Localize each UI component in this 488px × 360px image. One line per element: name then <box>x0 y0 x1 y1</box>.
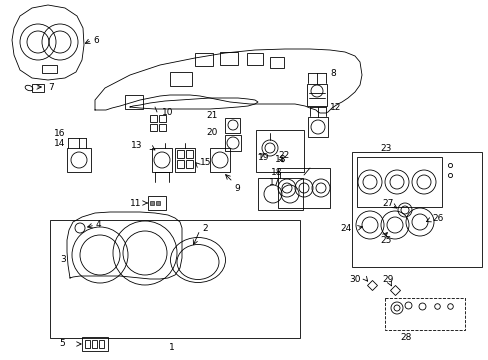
Bar <box>278 168 329 208</box>
Bar <box>85 340 90 348</box>
Bar <box>82 337 108 351</box>
Text: 22: 22 <box>278 150 289 159</box>
Text: 4: 4 <box>96 220 102 229</box>
Bar <box>125 95 142 109</box>
Text: 23: 23 <box>379 144 390 153</box>
Text: 11: 11 <box>130 198 141 207</box>
Text: 3: 3 <box>60 256 66 265</box>
Bar <box>92 340 97 348</box>
Bar <box>150 124 157 131</box>
Text: 24: 24 <box>340 224 351 233</box>
Text: 18: 18 <box>274 155 286 164</box>
Bar <box>159 115 165 122</box>
Bar <box>246 53 263 65</box>
Text: 6: 6 <box>93 36 99 45</box>
Text: 13: 13 <box>130 140 142 149</box>
Text: 10: 10 <box>162 108 173 117</box>
Text: 29: 29 <box>382 275 393 284</box>
Text: 2: 2 <box>202 224 207 233</box>
Text: 28: 28 <box>399 333 410 342</box>
Text: 15: 15 <box>200 158 211 166</box>
Text: 25: 25 <box>379 235 390 244</box>
Text: 8: 8 <box>329 68 335 77</box>
Bar <box>306 84 326 106</box>
Bar <box>356 157 441 207</box>
Text: 1: 1 <box>169 343 175 352</box>
Text: 18: 18 <box>270 167 282 176</box>
Bar <box>32 84 44 92</box>
Bar <box>220 52 238 65</box>
Bar <box>256 130 304 172</box>
Text: 26: 26 <box>431 213 443 222</box>
Bar <box>384 298 464 330</box>
Bar <box>307 117 327 137</box>
Bar <box>67 148 91 172</box>
Bar <box>175 148 195 172</box>
Text: 14: 14 <box>54 139 65 148</box>
Text: 5: 5 <box>59 339 65 348</box>
Text: 30: 30 <box>348 275 360 284</box>
Text: 19: 19 <box>258 153 269 162</box>
Text: 20: 20 <box>206 127 218 136</box>
Bar <box>159 124 165 131</box>
Bar <box>148 196 165 210</box>
Bar <box>209 148 229 172</box>
Text: 9: 9 <box>234 184 239 193</box>
Bar <box>195 53 213 66</box>
Text: 7: 7 <box>48 82 54 91</box>
Bar <box>185 150 193 158</box>
Bar <box>150 115 157 122</box>
Bar <box>99 340 104 348</box>
Bar <box>269 57 284 68</box>
Text: 27: 27 <box>381 198 392 207</box>
Text: 12: 12 <box>329 103 341 112</box>
Bar <box>170 72 192 86</box>
Text: 17: 17 <box>269 177 280 186</box>
Bar <box>177 160 183 168</box>
Bar <box>258 178 303 210</box>
Bar <box>50 220 299 338</box>
Bar <box>42 65 57 73</box>
Bar <box>152 148 172 172</box>
Bar <box>177 150 183 158</box>
Text: 16: 16 <box>53 129 65 138</box>
Bar <box>224 135 241 151</box>
Bar <box>224 118 240 133</box>
Text: 21: 21 <box>206 111 218 120</box>
Bar <box>351 152 481 267</box>
Bar <box>185 160 193 168</box>
